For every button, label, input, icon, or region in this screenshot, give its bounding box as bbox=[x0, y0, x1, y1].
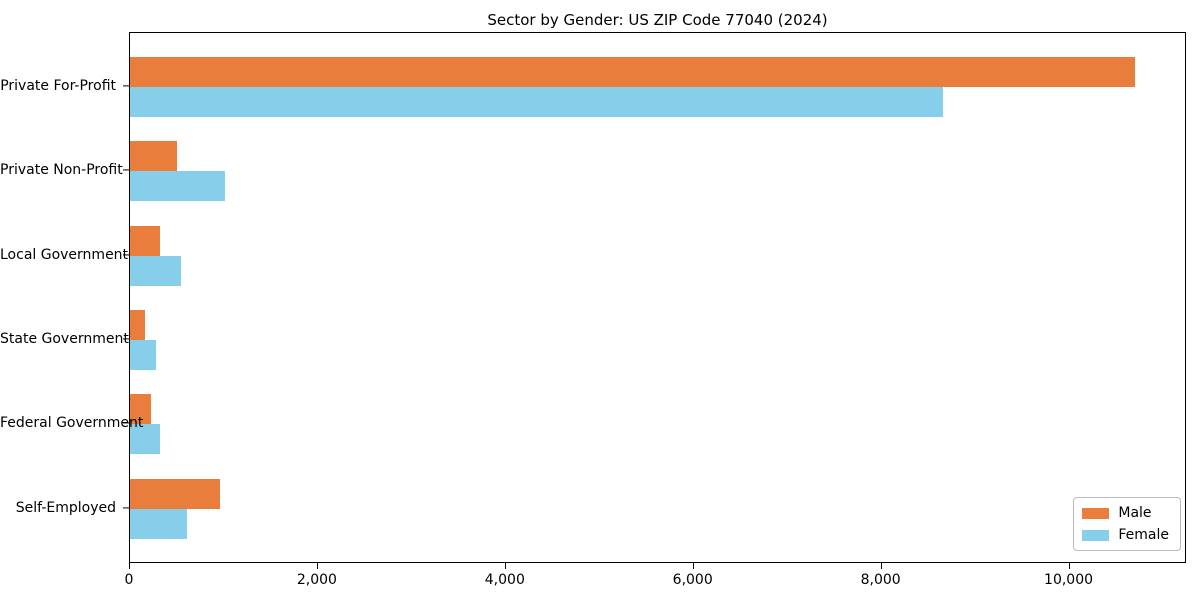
x-tick-mark bbox=[880, 563, 882, 569]
y-axis-label: Federal Government bbox=[0, 415, 144, 432]
legend-label-male: Male bbox=[1118, 505, 1152, 521]
bar-male-self-employed bbox=[130, 478, 221, 509]
x-axis-label: 0 bbox=[124, 572, 134, 588]
bar-male-private-for-profit bbox=[130, 57, 1136, 87]
x-tick-mark bbox=[1068, 563, 1070, 569]
legend-entry-female: Female bbox=[1082, 527, 1169, 543]
y-tick-mark bbox=[123, 169, 129, 171]
x-axis-label: 4,000 bbox=[484, 572, 525, 588]
bar-male-federal-government bbox=[130, 394, 151, 425]
x-tick-mark bbox=[692, 563, 694, 569]
bar-male-local-government bbox=[130, 225, 161, 256]
bar-female-state-government bbox=[130, 339, 157, 370]
plot-area bbox=[129, 32, 1186, 563]
bar-female-self-employed bbox=[130, 508, 188, 539]
bar-female-private-for-profit bbox=[130, 87, 943, 117]
y-axis-label: Private For-Profit bbox=[0, 78, 116, 94]
y-axis-label: Private Non-Profit bbox=[0, 162, 123, 179]
chart-title: Sector by Gender: US ZIP Code 77040 (202… bbox=[487, 11, 828, 29]
legend-swatch-female bbox=[1082, 529, 1110, 541]
y-tick-mark bbox=[123, 85, 129, 87]
legend-entry-male: Male bbox=[1082, 505, 1169, 521]
x-axis-label: 6,000 bbox=[672, 572, 713, 588]
x-axis-label: 10,000 bbox=[1044, 572, 1094, 588]
legend-swatch-male bbox=[1082, 507, 1110, 519]
bar-female-federal-government bbox=[130, 424, 160, 455]
y-tick-mark bbox=[123, 506, 129, 509]
y-tick-mark bbox=[123, 254, 129, 256]
x-axis-label: 2,000 bbox=[296, 572, 337, 588]
bar-male-private-non-profit bbox=[130, 141, 177, 172]
x-tick-mark bbox=[129, 563, 131, 569]
bar-female-private-non-profit bbox=[130, 171, 225, 202]
bar-male-state-government bbox=[130, 309, 145, 340]
y-tick-mark bbox=[123, 338, 129, 340]
bar-female-local-government bbox=[130, 255, 182, 286]
legend-label-female: Female bbox=[1118, 527, 1169, 543]
y-axis-label: Local Government bbox=[0, 246, 129, 263]
x-tick-mark bbox=[316, 563, 319, 569]
y-axis-label: State Government bbox=[0, 330, 129, 347]
y-tick-mark bbox=[123, 422, 129, 424]
x-axis-label: 8,000 bbox=[860, 572, 901, 588]
legend: Male Female bbox=[1073, 497, 1181, 551]
x-tick-mark bbox=[504, 563, 506, 569]
y-axis-label: Self-Employed bbox=[15, 499, 116, 516]
